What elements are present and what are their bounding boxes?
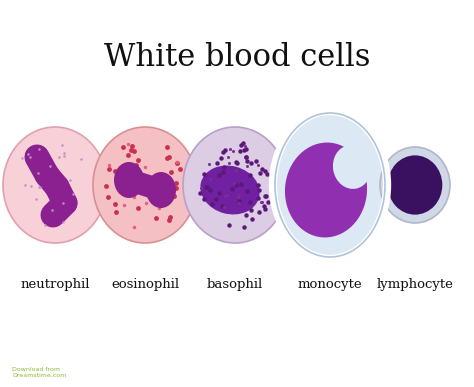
Text: Download from
Dreamstime.com: Download from Dreamstime.com — [12, 367, 66, 378]
Circle shape — [25, 145, 49, 169]
Circle shape — [43, 205, 63, 225]
Text: monocyte: monocyte — [298, 278, 362, 291]
Circle shape — [46, 176, 68, 198]
Ellipse shape — [3, 127, 107, 243]
Text: lymphocyte: lymphocyte — [376, 278, 454, 291]
Ellipse shape — [146, 172, 176, 208]
Ellipse shape — [93, 127, 197, 243]
Ellipse shape — [201, 166, 260, 214]
Circle shape — [36, 164, 58, 186]
Ellipse shape — [333, 145, 371, 189]
Ellipse shape — [275, 113, 385, 257]
Circle shape — [53, 191, 77, 215]
Ellipse shape — [183, 127, 287, 243]
Ellipse shape — [285, 142, 367, 238]
Text: basophil: basophil — [207, 278, 263, 291]
Ellipse shape — [380, 147, 450, 223]
Ellipse shape — [388, 155, 442, 215]
Text: neutrophil: neutrophil — [20, 278, 90, 291]
Ellipse shape — [114, 162, 144, 198]
Text: eosinophil: eosinophil — [111, 278, 179, 291]
Text: White blood cells: White blood cells — [104, 42, 370, 73]
